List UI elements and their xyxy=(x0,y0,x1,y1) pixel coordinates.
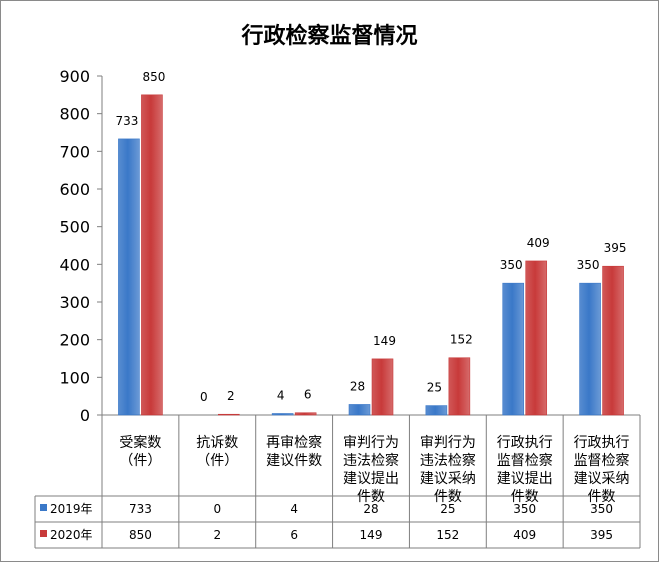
table-cell: 4 xyxy=(290,502,298,516)
data-label: 2 xyxy=(227,389,235,403)
y-tick-label: 900 xyxy=(59,67,90,86)
table-cell: 395 xyxy=(590,528,613,542)
data-label: 350 xyxy=(500,258,523,272)
table-cell: 25 xyxy=(440,502,455,516)
bar-2020年-1 xyxy=(217,413,240,416)
bar-2019年-2 xyxy=(271,413,294,416)
legend-swatch xyxy=(40,530,47,537)
data-label: 25 xyxy=(427,381,442,395)
x-category-label-line: 建议件数 xyxy=(266,453,322,469)
x-category-label-line: 抗诉数 xyxy=(196,435,238,451)
data-label: 409 xyxy=(527,236,550,250)
x-category-label-line: 受案数 xyxy=(119,434,161,451)
x-category-label: 审判行为违法检察建议提出件数 xyxy=(343,435,399,505)
y-tick-label: 500 xyxy=(59,218,90,237)
bar-2019年-3 xyxy=(348,404,371,416)
chart-title: 行政检察监督情况 xyxy=(241,24,418,49)
x-category-label-line: 监督检察 xyxy=(497,452,553,469)
y-tick-label: 200 xyxy=(59,331,90,350)
table-cell: 152 xyxy=(436,528,459,542)
y-tick-label: 300 xyxy=(59,293,90,312)
x-category-label-line: 建议采纳 xyxy=(420,471,476,487)
x-category-label-line: 违法检察 xyxy=(343,452,399,469)
x-category-label: 审判行为违法检察建议采纳件数 xyxy=(420,435,476,505)
legend-swatch xyxy=(40,504,47,511)
data-label: 350 xyxy=(577,258,600,272)
data-labels: 733 0 4 28 25 350 350 850 2 6 149 152 409 395 xyxy=(115,70,626,404)
bar-2019年-5 xyxy=(502,282,525,416)
data-label: 28 xyxy=(350,379,365,393)
y-tick-label: 400 xyxy=(59,255,90,274)
table-cell: 350 xyxy=(513,502,536,516)
x-category-label-line: （件） xyxy=(119,453,161,469)
table-cell: 2 xyxy=(213,528,221,542)
x-category-label-line: 件数 xyxy=(588,489,616,505)
y-tick-label: 100 xyxy=(59,368,90,387)
data-label: 0 xyxy=(200,390,208,404)
table-cell: 28 xyxy=(363,502,378,516)
x-category-label-line: 监督检察 xyxy=(574,452,630,469)
table-cell: 6 xyxy=(290,528,298,542)
legend-label: 2020年 xyxy=(50,528,93,542)
data-table: 受案数（件）抗诉数（件）再审检察建议件数审判行为违法检察建议提出件数审判行为违法… xyxy=(34,415,641,549)
x-category-label: 行政执行监督检察建议提出件数 xyxy=(497,435,553,505)
bar-2020年-3 xyxy=(371,358,394,416)
x-category-label-line: 审判行为 xyxy=(343,435,399,451)
x-category-label-line: 件数 xyxy=(434,489,462,505)
data-label: 733 xyxy=(115,114,138,128)
x-category-label: 行政执行监督检察建议采纳件数 xyxy=(574,435,630,505)
chart-bars xyxy=(118,94,624,416)
x-category-label-line: 建议采纳 xyxy=(574,471,630,487)
x-category-label-line: 行政执行 xyxy=(497,435,553,451)
data-label: 850 xyxy=(142,70,165,84)
table-cell: 0 xyxy=(213,502,221,516)
data-label: 4 xyxy=(277,388,285,402)
x-category-label-line: （件） xyxy=(196,453,238,469)
x-category-label-line: 行政执行 xyxy=(574,435,630,451)
table-cell: 350 xyxy=(590,502,613,516)
x-category-label-line: 建议提出 xyxy=(343,471,399,487)
bar-2020年-5 xyxy=(525,260,548,416)
bar-2020年-2 xyxy=(294,412,317,416)
table-cell: 850 xyxy=(129,528,152,542)
y-tick-label: 700 xyxy=(59,142,90,161)
bar-2020年-0 xyxy=(141,94,163,416)
x-category-label-line: 审判行为 xyxy=(420,435,476,451)
x-category-label-line: 建议提出 xyxy=(497,471,553,487)
data-label: 395 xyxy=(604,241,627,255)
y-tick-label: 800 xyxy=(59,105,90,124)
legend-label: 2019年 xyxy=(50,502,93,516)
data-label: 152 xyxy=(450,333,473,347)
bar-2019年-4 xyxy=(425,405,448,416)
bar-2020年-6 xyxy=(602,265,624,416)
table-cell: 733 xyxy=(129,502,152,516)
table-cell: 409 xyxy=(513,528,536,542)
table-cell: 149 xyxy=(360,528,383,542)
y-tick-label: 0 xyxy=(80,406,90,425)
x-category-label: 受案数 （件） xyxy=(119,434,161,469)
bar-2019年-6 xyxy=(579,282,601,416)
x-category-label-line: 违法检察 xyxy=(420,452,476,469)
x-category-label: 再审检察建议件数 xyxy=(266,434,322,469)
data-label: 6 xyxy=(304,388,312,402)
x-category-label: 抗诉数 （件） xyxy=(196,435,238,469)
x-category-label-line: 再审检察 xyxy=(266,434,322,451)
x-category-label-line: 件数 xyxy=(511,489,539,505)
data-label: 149 xyxy=(373,334,396,348)
bar-2020年-4 xyxy=(448,357,471,416)
y-tick-label: 600 xyxy=(59,180,90,199)
bar-2019年-0 xyxy=(118,138,140,416)
x-category-label-line: 件数 xyxy=(357,489,385,505)
